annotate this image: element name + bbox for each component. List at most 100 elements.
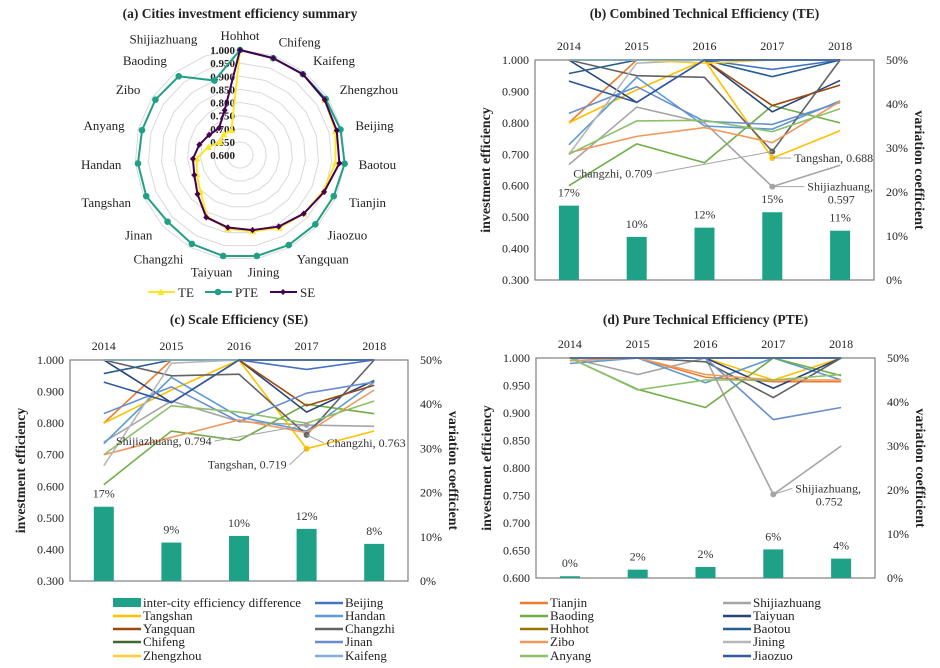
radar-point [138, 126, 146, 134]
radar-axis-label: Jining [248, 264, 280, 279]
series-line-anyang [568, 107, 841, 156]
y2-tick-label: 40% [886, 97, 908, 111]
radar-gridline [134, 49, 346, 260]
radar-gridline [226, 141, 254, 169]
y-tick-label: 0.750 [503, 489, 530, 503]
y-tick-label: 0.850 [503, 434, 530, 448]
bar [627, 569, 648, 578]
y2-tick-label: 30% [886, 141, 908, 155]
radar-axis-label: Jiaozuo [328, 228, 368, 243]
y2-tick-label: 10% [886, 229, 908, 243]
y-tick-label: 1.000 [503, 351, 530, 365]
radar-axis-label: Shijiazhuang [129, 31, 197, 46]
bar-label: 9% [163, 523, 179, 537]
series-line-zibo [569, 357, 842, 381]
bar-label: 12% [694, 208, 716, 222]
radar-point [285, 241, 293, 249]
annotation-label: Changzhi, 0.763 [327, 436, 406, 450]
bar [296, 528, 317, 581]
bar-label: 17% [93, 487, 115, 501]
y2-axis-title: variation coefficient [911, 110, 926, 230]
bar [695, 567, 716, 578]
radar-gridline [187, 101, 293, 208]
y2-tick-label: 50% [886, 53, 908, 67]
y2-axis-title: variation coefficient [912, 408, 927, 528]
radar-point [216, 138, 224, 146]
y2-tick-label: 0% [886, 273, 902, 287]
bar-label: 15% [761, 192, 783, 206]
radar-point [299, 71, 306, 78]
bar-label: 4% [833, 539, 849, 553]
y-tick-label: 0.600 [502, 179, 529, 193]
radar-axis-label: Zhengzhou [340, 82, 399, 97]
legend-marker [214, 288, 222, 296]
annotation-label: Changzhi, 0.709 [573, 166, 652, 180]
x-tick-label: 2017 [761, 337, 785, 351]
radar-point [227, 126, 235, 134]
radar-gridline [174, 88, 306, 221]
y-axis-title: investment efficiency [480, 405, 495, 531]
bar-label: 10% [626, 217, 648, 231]
radar-point [253, 252, 261, 260]
series-line-baoding [103, 403, 375, 486]
y-tick-label: 0.600 [37, 479, 64, 493]
chart-title: (d) Pure Technical Efficiency (PTE) [603, 312, 808, 327]
annotation-leader [773, 487, 793, 495]
radar-chart: (a) Cities investment efficiency summary… [81, 6, 399, 300]
radar-point [175, 72, 183, 80]
radar-point [249, 226, 256, 234]
bar [830, 230, 851, 280]
legend-label: Changzhi [345, 621, 395, 636]
legend-label: Jiaozuo [753, 648, 793, 663]
series-line-zibo [568, 100, 841, 154]
radar-point [221, 107, 228, 114]
y-axis-title: investment efficiency [479, 107, 494, 233]
legend-label: Zhengzhou [143, 648, 202, 663]
radar-point [188, 240, 196, 248]
annotation-label: Shijiazhuang, [807, 180, 873, 194]
annotation-label: Tangshan, 0.719 [208, 458, 287, 472]
radar-axis-label: Taiyuan [191, 264, 233, 279]
bar [763, 549, 784, 578]
annotation-label: Tangshan, 0.688 [794, 151, 873, 165]
radar-point [189, 155, 196, 163]
legend-marker [280, 289, 286, 295]
annotation-leader [214, 424, 307, 442]
series-line-anyang [569, 357, 842, 391]
radar-point [219, 252, 227, 260]
y-tick-label: 1.000 [37, 353, 64, 367]
series-line-baotou [103, 359, 375, 375]
radar-point [152, 96, 159, 104]
radar-point [237, 46, 243, 54]
legend-label: PTE [235, 285, 258, 300]
radar-series-PTE [136, 48, 346, 257]
radar-point [224, 224, 231, 231]
series-line-jiaozuo [568, 59, 841, 104]
series-line-changzhi [103, 359, 375, 436]
legend-label: Kaifeng [345, 648, 387, 663]
radar-point [204, 143, 212, 150]
annotation-leader [655, 150, 773, 174]
annotation-leader [289, 448, 307, 466]
y2-tick-label: 0% [887, 571, 903, 585]
bar [762, 212, 783, 280]
radar-point [341, 160, 348, 167]
y-tick-label: 0.700 [503, 516, 530, 530]
x-tick-label: 2016 [227, 339, 251, 353]
radar-axis-label: Baoding [123, 53, 168, 68]
radar-point [196, 141, 203, 148]
legend-bar-swatch [113, 598, 141, 607]
bar-label: 0% [562, 556, 578, 570]
radar-point [220, 130, 228, 138]
y2-tick-label: 50% [420, 353, 442, 367]
radar-point [191, 171, 198, 179]
radar-point [206, 131, 213, 139]
bar [93, 506, 114, 581]
radar-axis-label: Kaifeng [313, 53, 355, 68]
legend-label: Baotou [753, 621, 791, 636]
radar-point [270, 54, 277, 62]
annotation-label: Shijiazhuang, 0.794 [116, 434, 212, 448]
y-tick-label: 0.400 [37, 542, 64, 556]
radar-gridline [213, 128, 267, 182]
